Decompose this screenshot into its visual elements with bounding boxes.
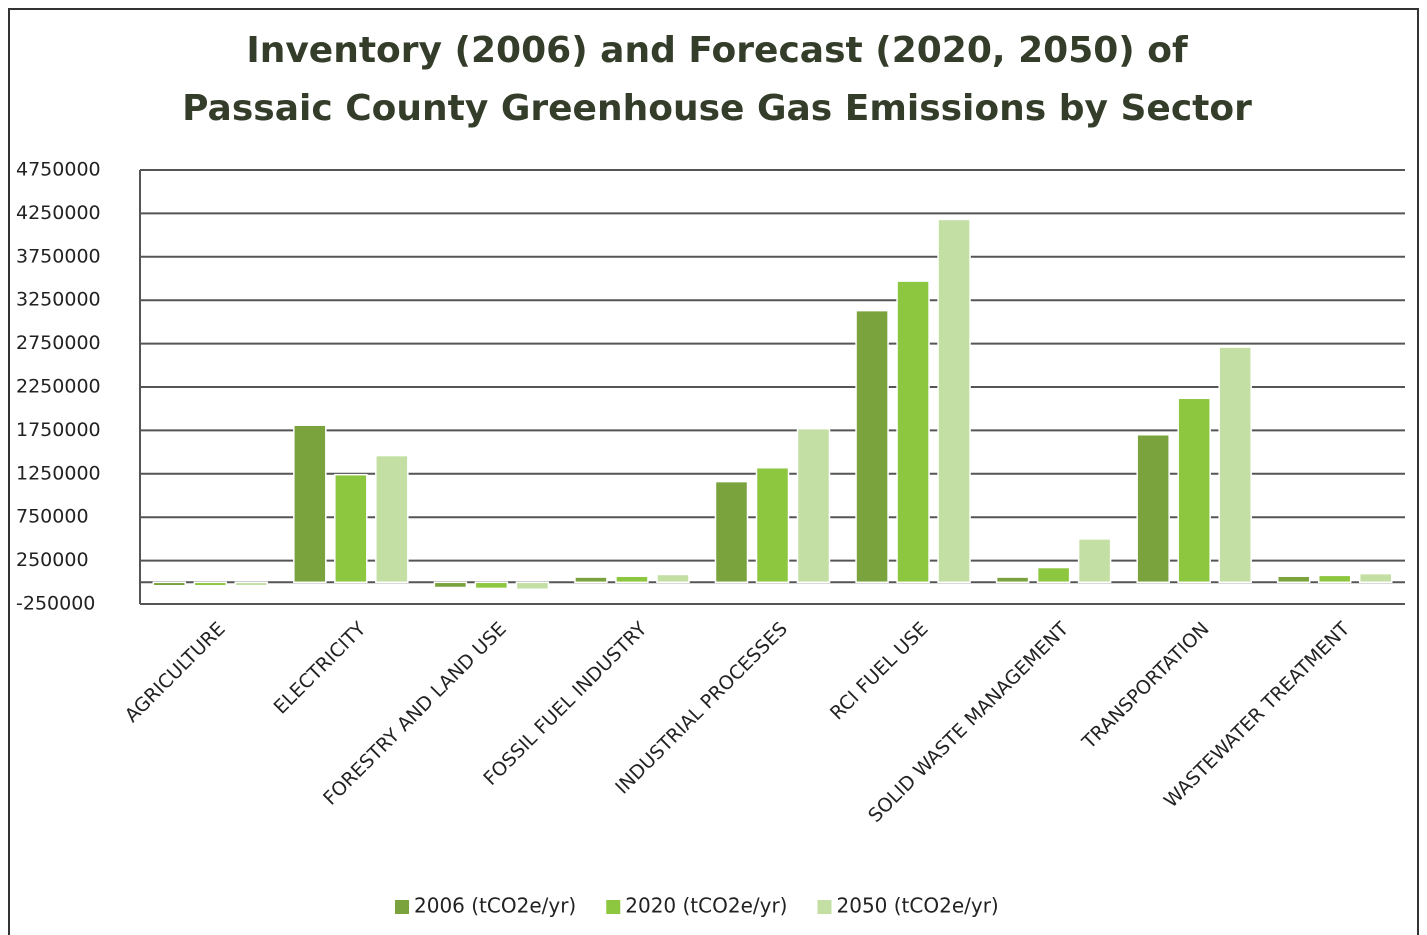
y-tick-label: -250000 xyxy=(16,593,95,615)
y-tick-label: 2750000 xyxy=(16,332,101,354)
bar xyxy=(937,218,971,584)
bar xyxy=(755,466,790,584)
chart-title: Inventory (2006) and Forecast (2020, 205… xyxy=(246,30,1188,71)
y-tick-label: 750000 xyxy=(16,506,89,528)
bar xyxy=(796,427,831,584)
bar xyxy=(896,280,930,584)
legend-label: 2006 (tCO2e/yr) xyxy=(414,894,576,918)
y-tick-label: 3250000 xyxy=(16,289,101,311)
bar xyxy=(375,454,409,584)
bar xyxy=(1077,538,1112,584)
bar xyxy=(574,576,608,584)
bar xyxy=(1177,397,1211,584)
bar xyxy=(433,581,468,589)
bar xyxy=(334,473,368,584)
y-tick-label: 2250000 xyxy=(16,376,101,398)
chart-title: Passaic County Greenhouse Gas Emissions … xyxy=(182,88,1252,129)
legend-swatch xyxy=(606,900,621,914)
legend-label: 2050 (tCO2e/yr) xyxy=(837,894,999,918)
y-tick-label: 250000 xyxy=(16,549,89,571)
bar xyxy=(234,581,269,587)
bar xyxy=(474,581,509,590)
legend-swatch xyxy=(395,900,409,914)
y-tick-label: 1250000 xyxy=(16,462,101,484)
bar xyxy=(193,581,228,587)
legend-label: 2020 (tCO2e/yr) xyxy=(625,894,787,918)
bar xyxy=(515,581,550,590)
y-tick-label: 3750000 xyxy=(16,245,101,267)
bar xyxy=(656,573,690,584)
bar xyxy=(1317,574,1352,584)
legend-swatch xyxy=(817,900,832,914)
y-tick-label: 1750000 xyxy=(16,419,101,441)
y-tick-label: 4750000 xyxy=(16,159,101,181)
bar xyxy=(714,480,749,584)
bar xyxy=(615,575,649,584)
y-tick-label: 4250000 xyxy=(16,202,101,224)
bar xyxy=(995,576,1030,584)
bar xyxy=(1218,346,1252,584)
bar xyxy=(855,309,889,584)
bar xyxy=(1276,575,1311,584)
bar xyxy=(293,424,327,584)
bar xyxy=(1036,566,1071,584)
bar xyxy=(152,581,187,587)
bar xyxy=(1136,433,1170,584)
bar xyxy=(1358,572,1393,584)
